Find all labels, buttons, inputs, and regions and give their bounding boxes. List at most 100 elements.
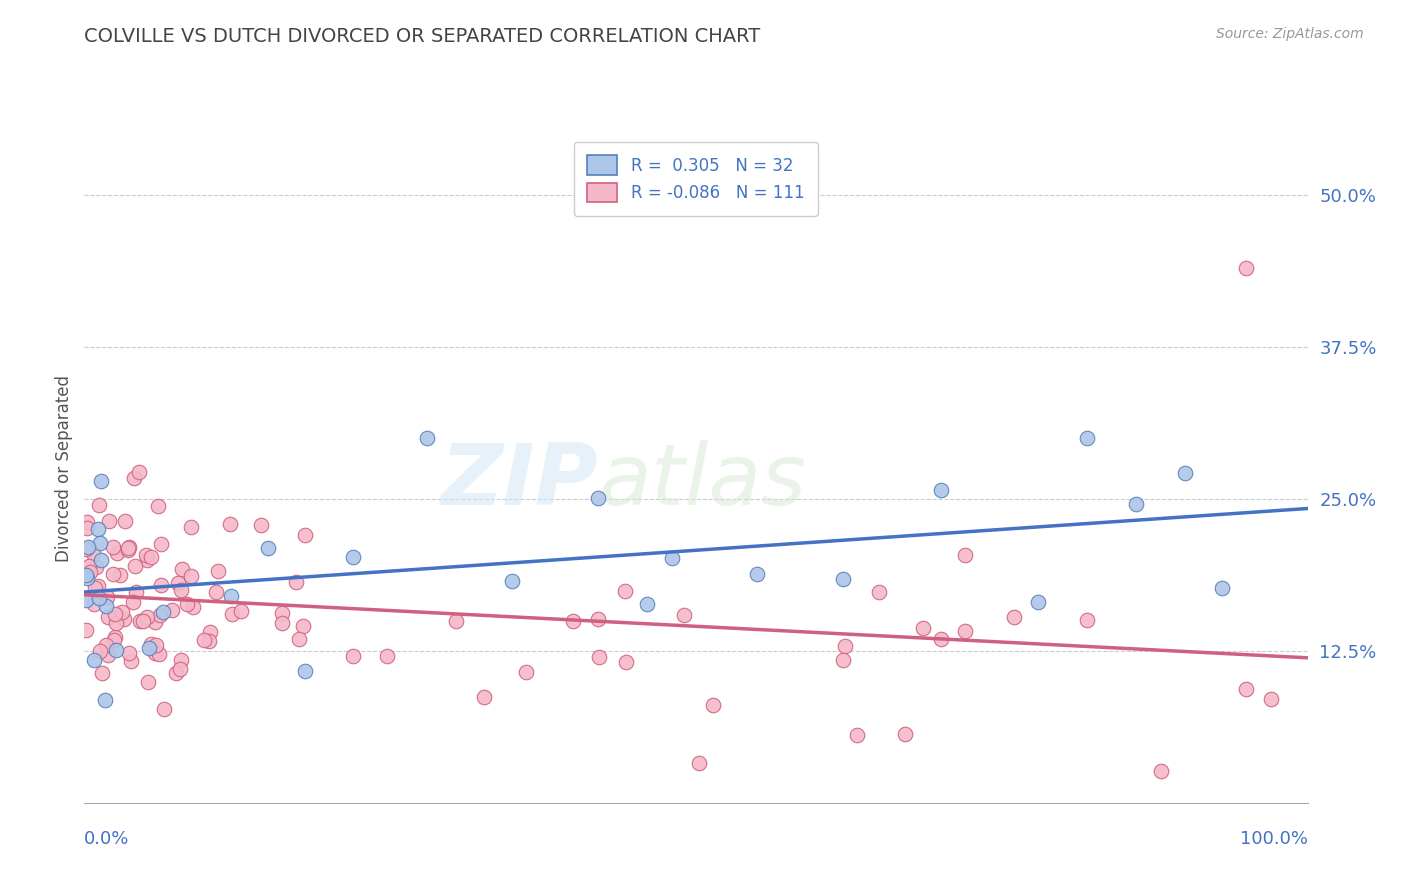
Point (169, 662, 191, 676)
Point (291, 619, 314, 633)
Point (143, 615, 166, 629)
Point (77, 558, 100, 573)
Point (94, 638, 117, 652)
Point (198, 624, 221, 639)
Point (136, 675, 159, 690)
Point (110, 568, 132, 582)
Point (79, 566, 101, 580)
Legend: R =  0.305   N = 32, R = -0.086   N = 111: R = 0.305 N = 32, R = -0.086 N = 111 (574, 142, 818, 216)
Point (135, 553, 157, 567)
Point (672, 607, 695, 622)
Point (162, 603, 184, 617)
Point (135, 609, 157, 624)
Point (87, 522, 110, 536)
Point (929, 632, 952, 646)
Point (112, 611, 135, 625)
Point (96, 590, 118, 604)
Point (1150, 764, 1173, 778)
Point (586, 491, 609, 505)
Point (124, 559, 146, 574)
Point (143, 646, 166, 660)
Y-axis label: Divorced or Separated: Divorced or Separated (55, 375, 73, 562)
Point (138, 641, 160, 656)
Point (165, 665, 187, 680)
Point (501, 574, 523, 589)
Point (170, 562, 193, 576)
Point (128, 465, 150, 479)
Point (416, 431, 439, 445)
Point (75, 623, 97, 637)
Point (1234, 260, 1257, 275)
Point (1234, 681, 1257, 696)
Point (1028, 595, 1050, 609)
Point (207, 564, 229, 578)
Point (834, 639, 856, 653)
Point (1174, 466, 1197, 480)
Point (132, 614, 155, 628)
Point (139, 549, 162, 564)
Point (149, 608, 172, 623)
Point (152, 605, 174, 619)
Point (98, 514, 121, 528)
Point (94, 693, 117, 707)
Point (661, 550, 683, 565)
Point (117, 542, 139, 557)
Point (76, 571, 98, 585)
Point (76, 541, 98, 555)
Point (104, 642, 127, 657)
Point (84, 581, 107, 595)
Point (89, 591, 111, 605)
Point (90, 553, 112, 567)
Point (118, 540, 141, 554)
Point (146, 499, 169, 513)
Text: 0.0%: 0.0% (84, 830, 129, 847)
Point (205, 585, 228, 599)
Point (953, 549, 976, 563)
Point (120, 654, 142, 668)
Point (446, 614, 468, 628)
Point (152, 702, 174, 716)
Point (342, 550, 364, 565)
Point (89, 499, 111, 513)
Point (75, 593, 97, 607)
Text: 100.0%: 100.0% (1240, 830, 1308, 847)
Point (76, 521, 98, 535)
Point (929, 483, 952, 498)
Point (76, 516, 98, 530)
Point (218, 517, 240, 532)
Point (1260, 692, 1282, 706)
Point (148, 647, 170, 661)
Point (953, 624, 976, 639)
Text: atlas: atlas (598, 440, 806, 524)
Point (869, 585, 891, 599)
Point (180, 569, 202, 583)
Point (845, 728, 868, 742)
Point (183, 600, 205, 615)
Point (747, 566, 769, 581)
Point (193, 633, 215, 648)
Point (75, 542, 97, 557)
Point (90, 474, 112, 488)
Text: COLVILLE VS DUTCH DIVORCED OR SEPARATED CORRELATION CHART: COLVILLE VS DUTCH DIVORCED OR SEPARATED … (84, 27, 761, 45)
Point (294, 664, 316, 678)
Point (118, 646, 141, 660)
Point (257, 541, 280, 556)
Point (1076, 431, 1098, 445)
Point (1002, 610, 1025, 624)
Point (111, 605, 134, 619)
Point (894, 726, 917, 740)
Point (103, 566, 125, 581)
Point (129, 614, 152, 628)
Point (104, 607, 127, 622)
Point (150, 537, 173, 551)
Point (83, 653, 105, 667)
Point (180, 519, 202, 533)
Point (87, 579, 110, 593)
Point (271, 615, 294, 630)
Point (176, 598, 198, 612)
Point (75, 568, 97, 582)
Point (121, 595, 143, 609)
Point (472, 690, 495, 704)
Point (170, 653, 193, 667)
Point (636, 597, 658, 611)
